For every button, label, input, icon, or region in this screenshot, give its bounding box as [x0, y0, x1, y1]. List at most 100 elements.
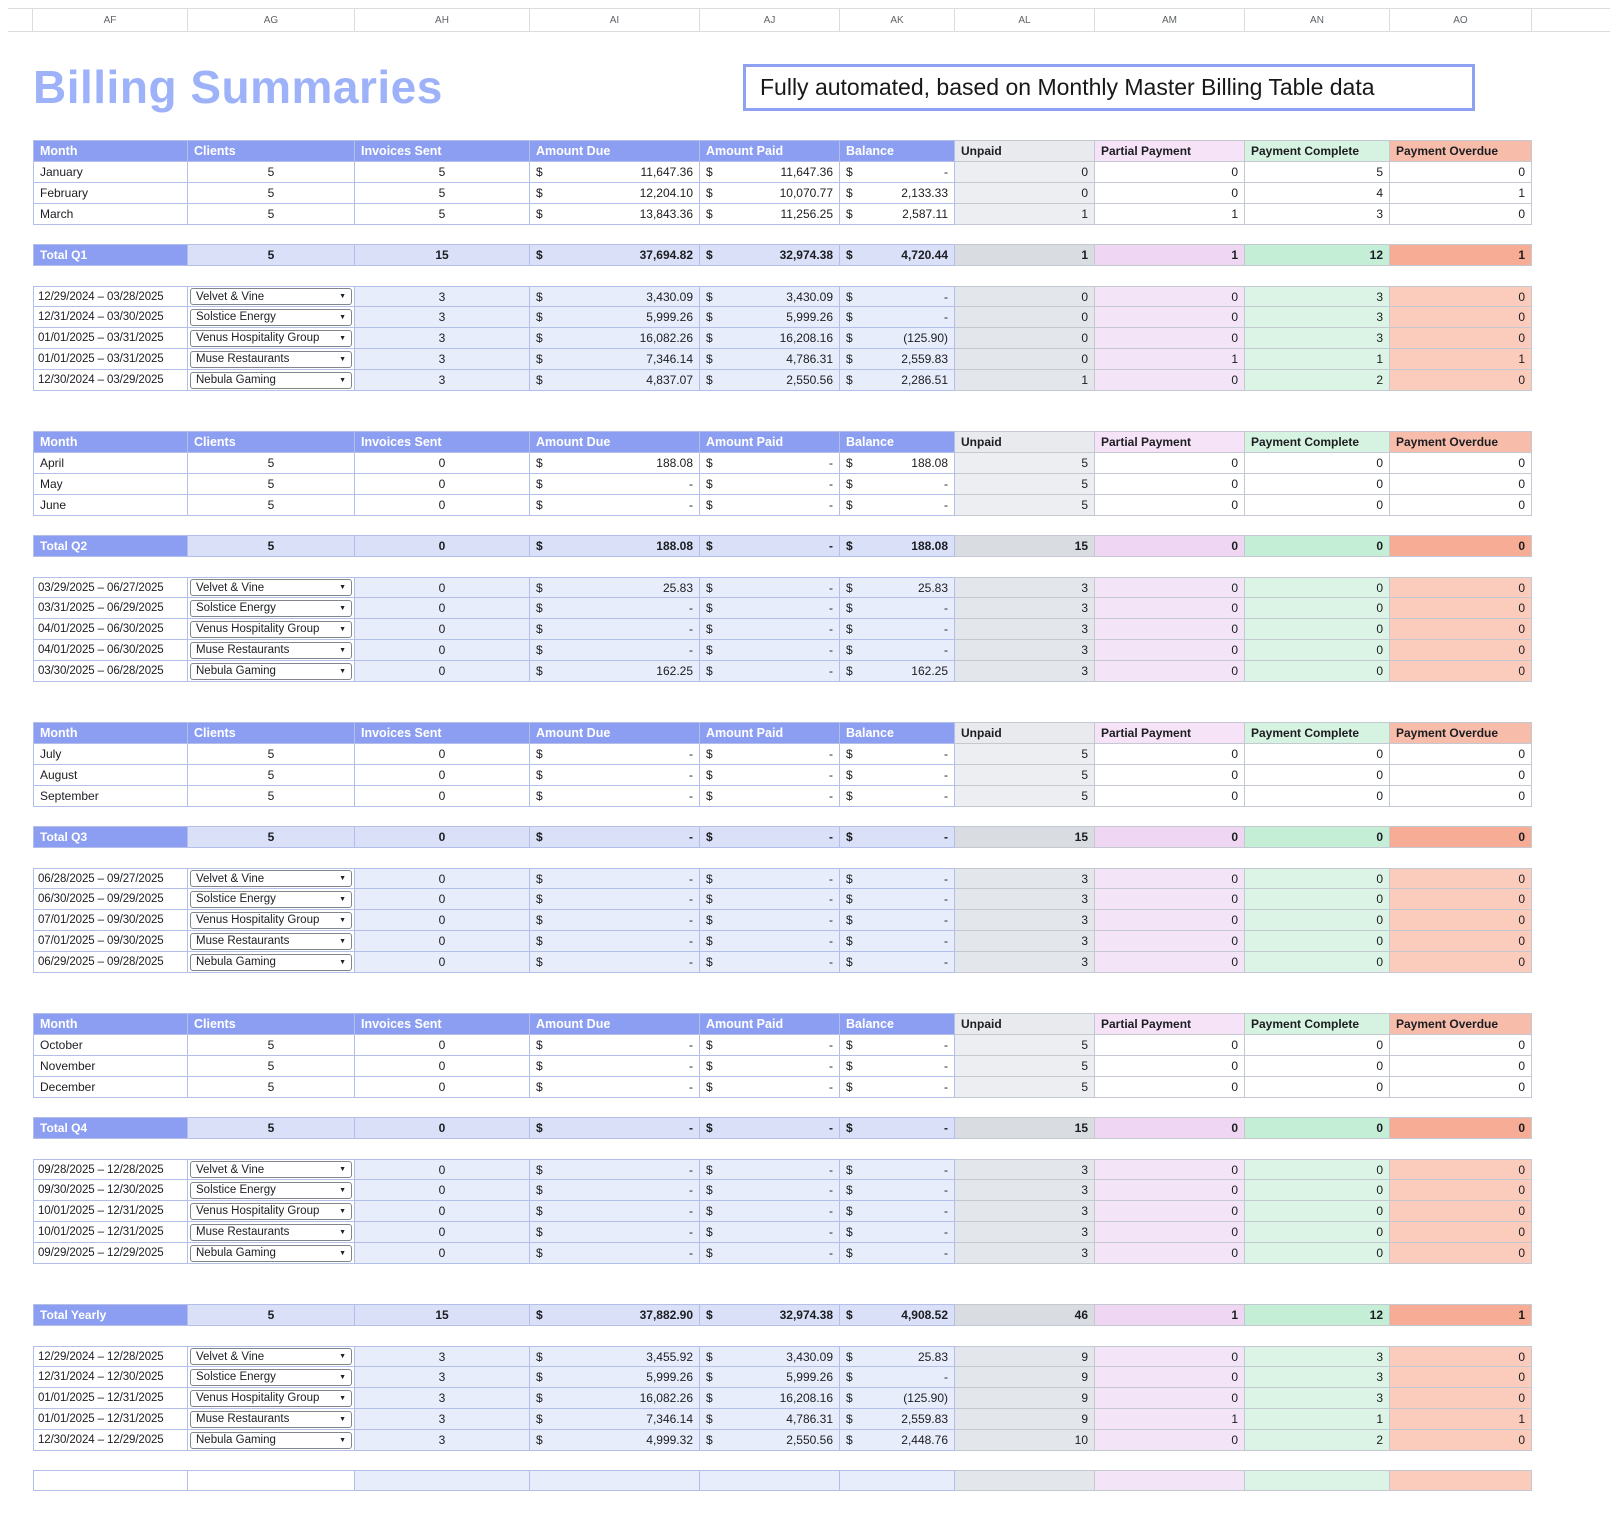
col-header-month[interactable]: Month	[33, 722, 188, 744]
invoices-sent-cell[interactable]: 0	[355, 1077, 530, 1098]
payment-complete-cell[interactable]: 0	[1245, 1243, 1390, 1264]
client-dropdown-cell[interactable]: Muse Restaurants ▼	[188, 640, 355, 661]
date-range-cell[interactable]: 12/31/2024 – 03/30/2025	[33, 307, 188, 328]
partial-payment-cell[interactable]: 0	[1095, 1388, 1245, 1409]
payment-complete-cell[interactable]: 2	[1245, 370, 1390, 391]
payment-overdue-cell[interactable]: 0	[1390, 1056, 1532, 1077]
payment-overdue-cell[interactable]: 0	[1390, 1243, 1532, 1264]
partial-payment-cell[interactable]: 0	[1095, 598, 1245, 619]
invoices-sent-cell[interactable]: 0	[355, 952, 530, 973]
invoices-sent-cell[interactable]: 0	[355, 826, 530, 848]
client-dropdown[interactable]: Solstice Energy ▼	[190, 599, 352, 617]
payment-overdue-cell[interactable]: 0	[1390, 474, 1532, 495]
client-dropdown[interactable]: Muse Restaurants ▼	[190, 1223, 352, 1241]
unpaid-cell[interactable]: 5	[955, 495, 1095, 516]
balance-cell[interactable]: $2,559.83	[840, 1409, 955, 1430]
clients-count-cell[interactable]: 5	[188, 1304, 355, 1326]
col-header-amount-paid[interactable]: Amount Paid	[700, 431, 840, 453]
unpaid-cell[interactable]: 5	[955, 1056, 1095, 1077]
payment-complete-cell[interactable]: 1	[1245, 1409, 1390, 1430]
partial-payment-cell[interactable]: 0	[1095, 661, 1245, 682]
invoices-sent-cell[interactable]: 0	[355, 1035, 530, 1056]
clients-count-cell[interactable]: 5	[188, 244, 355, 266]
payment-overdue-cell[interactable]: 0	[1390, 1077, 1532, 1098]
invoices-sent-cell[interactable]: 0	[355, 474, 530, 495]
client-dropdown-cell[interactable]: Velvet & Vine ▼	[188, 1346, 355, 1367]
column-header-ai[interactable]: AI	[530, 9, 700, 32]
unpaid-cell[interactable]: 1	[955, 244, 1095, 266]
payment-overdue-cell[interactable]: 0	[1390, 1159, 1532, 1180]
client-dropdown[interactable]: Solstice Energy ▼	[190, 890, 352, 908]
col-header-unpaid[interactable]: Unpaid	[955, 722, 1095, 744]
invoices-sent-cell[interactable]: 0	[355, 1159, 530, 1180]
date-range-cell[interactable]: 09/29/2025 – 12/29/2025	[33, 1243, 188, 1264]
amount-paid-cell[interactable]: $ -	[700, 786, 840, 807]
amount-paid-cell[interactable]: $ -	[700, 765, 840, 786]
invoices-sent-cell[interactable]: 0	[355, 453, 530, 474]
balance-cell[interactable]: $ -	[840, 619, 955, 640]
balance-cell[interactable]: $ -	[840, 1056, 955, 1077]
total-label-cell[interactable]: Total Q2	[33, 535, 188, 557]
invoices-sent-cell[interactable]: 0	[355, 640, 530, 661]
amount-due-cell[interactable]: $188.08	[530, 535, 700, 557]
amount-paid-cell[interactable]: $ -	[700, 826, 840, 848]
date-range-cell[interactable]: 01/01/2025 – 12/31/2025	[33, 1388, 188, 1409]
unpaid-cell[interactable]: 0	[955, 286, 1095, 307]
partial-payment-cell[interactable]: 1	[1095, 1304, 1245, 1326]
partial-payment-cell[interactable]: 1	[1095, 204, 1245, 225]
unpaid-cell[interactable]: 5	[955, 474, 1095, 495]
client-dropdown-cell[interactable]: Nebula Gaming ▼	[188, 661, 355, 682]
payment-overdue-cell[interactable]: 0	[1390, 910, 1532, 931]
amount-paid-cell[interactable]: $ -	[700, 495, 840, 516]
amount-paid-cell[interactable]: $ -	[700, 1201, 840, 1222]
invoices-sent-cell[interactable]: 0	[355, 931, 530, 952]
month-cell[interactable]: March	[33, 204, 188, 225]
invoices-sent-cell[interactable]: 15	[355, 1304, 530, 1326]
clients-count-cell[interactable]: 5	[188, 204, 355, 225]
client-dropdown[interactable]: Velvet & Vine ▼	[190, 1161, 352, 1178]
invoices-sent-cell[interactable]: 3	[355, 307, 530, 328]
invoices-sent-cell[interactable]: 15	[355, 244, 530, 266]
client-dropdown[interactable]: Nebula Gaming ▼	[190, 953, 352, 971]
invoices-sent-cell[interactable]: 3	[355, 328, 530, 349]
month-cell[interactable]: November	[33, 1056, 188, 1077]
amount-due-cell[interactable]: $3,455.92	[530, 1346, 700, 1367]
date-range-cell[interactable]: 10/01/2025 – 12/31/2025	[33, 1201, 188, 1222]
amount-paid-cell[interactable]: $ -	[700, 889, 840, 910]
payment-complete-cell[interactable]: 0	[1245, 661, 1390, 682]
client-dropdown-cell[interactable]: Venus Hospitality Group ▼	[188, 910, 355, 931]
amount-paid-cell[interactable]: $5,999.26	[700, 1367, 840, 1388]
balance-cell[interactable]: $ -	[840, 910, 955, 931]
col-header-amount-due[interactable]: Amount Due	[530, 1013, 700, 1035]
date-range-cell[interactable]: 06/29/2025 – 09/28/2025	[33, 952, 188, 973]
partial-payment-cell[interactable]: 0	[1095, 474, 1245, 495]
client-dropdown[interactable]: Muse Restaurants ▼	[190, 350, 352, 368]
invoices-sent-cell[interactable]: 0	[355, 744, 530, 765]
amount-due-cell[interactable]: $ -	[530, 474, 700, 495]
payment-overdue-cell[interactable]: 0	[1390, 1222, 1532, 1243]
payment-complete-cell[interactable]: 0	[1245, 495, 1390, 516]
client-dropdown-cell[interactable]: Venus Hospitality Group ▼	[188, 328, 355, 349]
amount-due-cell[interactable]: $7,346.14	[530, 349, 700, 370]
payment-overdue-cell[interactable]: 0	[1390, 1388, 1532, 1409]
amount-due-cell[interactable]: $ -	[530, 931, 700, 952]
amount-due-cell[interactable]: $ -	[530, 952, 700, 973]
partial-payment-cell[interactable]: 0	[1095, 1117, 1245, 1139]
col-header-unpaid[interactable]: Unpaid	[955, 140, 1095, 162]
payment-overdue-cell[interactable]: 0	[1390, 1180, 1532, 1201]
col-header-payment-overdue[interactable]: Payment Overdue	[1390, 140, 1532, 162]
client-dropdown[interactable]: Venus Hospitality Group ▼	[190, 329, 352, 347]
date-range-cell[interactable]: 10/01/2025 – 12/31/2025	[33, 1222, 188, 1243]
balance-cell[interactable]: $ -	[840, 1201, 955, 1222]
column-header-aj[interactable]: AJ	[700, 9, 840, 32]
partial-payment-cell[interactable]: 0	[1095, 619, 1245, 640]
total-label-cell[interactable]: Total Yearly	[33, 1304, 188, 1326]
clients-count-cell[interactable]: 5	[188, 786, 355, 807]
total-label-cell[interactable]: Total Q1	[33, 244, 188, 266]
invoices-sent-cell[interactable]: 0	[355, 1056, 530, 1077]
client-dropdown[interactable]: Muse Restaurants ▼	[190, 641, 352, 659]
column-header-ag[interactable]: AG	[188, 9, 355, 32]
payment-overdue-cell[interactable]: 0	[1390, 1035, 1532, 1056]
col-header-payment-overdue[interactable]: Payment Overdue	[1390, 431, 1532, 453]
balance-cell[interactable]: $2,448.76	[840, 1430, 955, 1451]
